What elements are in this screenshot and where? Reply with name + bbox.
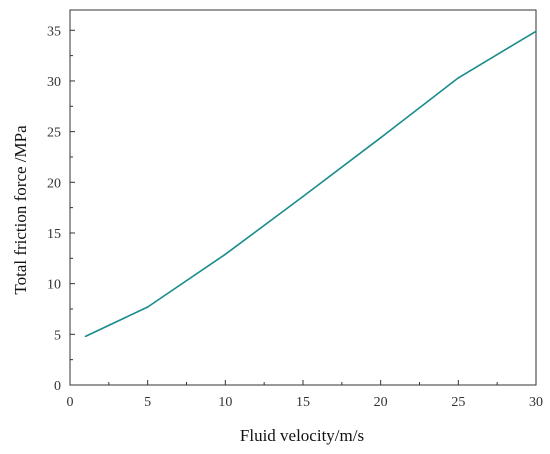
y-tick-label: 35 [47, 24, 61, 39]
data-point [379, 136, 382, 139]
plot-frame [69, 9, 537, 386]
data-point [84, 335, 87, 338]
series-layer [84, 30, 537, 338]
y-axis: 0 5 10 15 20 25 30 35 [47, 24, 75, 394]
x-tick-label: 5 [144, 395, 151, 410]
data-point [535, 30, 537, 33]
x-tick-label: 25 [451, 395, 465, 410]
y-tick-label: 0 [54, 379, 61, 394]
data-point [457, 77, 460, 79]
y-tick-label: 15 [47, 227, 61, 242]
data-point [224, 253, 227, 256]
plot-area [69, 9, 537, 386]
x-tick-label: 20 [374, 395, 388, 410]
y-tick-label: 20 [47, 176, 61, 191]
data-point [146, 306, 149, 308]
x-tick-label: 30 [529, 395, 543, 410]
y-tick-label: 10 [47, 278, 61, 293]
y-tick-label: 30 [47, 75, 61, 90]
y-tick-label: 25 [47, 126, 61, 141]
x-axis-label: Fluid velocity/m/s [240, 426, 364, 445]
data-point [302, 195, 304, 198]
x-tick-label: 0 [67, 395, 74, 410]
y-tick-label: 5 [54, 328, 61, 343]
x-tick-label: 15 [296, 395, 310, 410]
x-tick-label: 10 [218, 395, 232, 410]
y-axis-label: Total friction force /MPa [11, 125, 30, 295]
x-axis: 0 5 10 15 20 25 30 [67, 380, 543, 410]
series-line [85, 30, 537, 338]
